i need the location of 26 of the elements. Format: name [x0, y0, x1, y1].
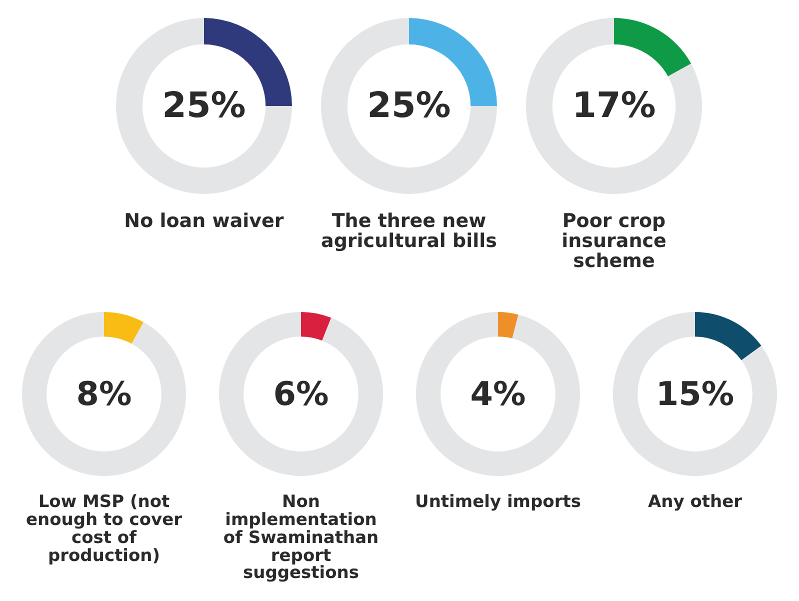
donut-slice [116, 18, 292, 194]
text: Poor crop insurance scheme [560, 210, 668, 272]
donut-slice [22, 312, 186, 476]
text: 17% [572, 86, 656, 126]
donut-slice [498, 312, 518, 338]
donut-slice [526, 18, 702, 194]
donut-slice [321, 18, 497, 194]
text: 4% [470, 375, 526, 413]
text: 25% [367, 86, 451, 126]
donut-slice [219, 312, 383, 476]
donut-slice [614, 18, 692, 76]
text: 25% [162, 86, 246, 126]
text: Any other [648, 492, 742, 512]
text: 6% [273, 375, 329, 413]
text: The three new agricultural bills [320, 210, 498, 252]
text: Untimely imports [415, 492, 581, 512]
donut-slice [301, 312, 332, 341]
text: 8% [76, 375, 132, 413]
text: Non implementation of Swaminathan report suggestions [222, 492, 380, 584]
donut-slice [695, 312, 762, 360]
donut-slice [613, 312, 777, 476]
donut-slice [416, 312, 580, 476]
text: 15% [656, 375, 734, 413]
text: No loan waiver [124, 210, 284, 232]
donut-slice [104, 312, 144, 344]
text: Low MSP (not enough to cover cost of production) [24, 492, 184, 566]
